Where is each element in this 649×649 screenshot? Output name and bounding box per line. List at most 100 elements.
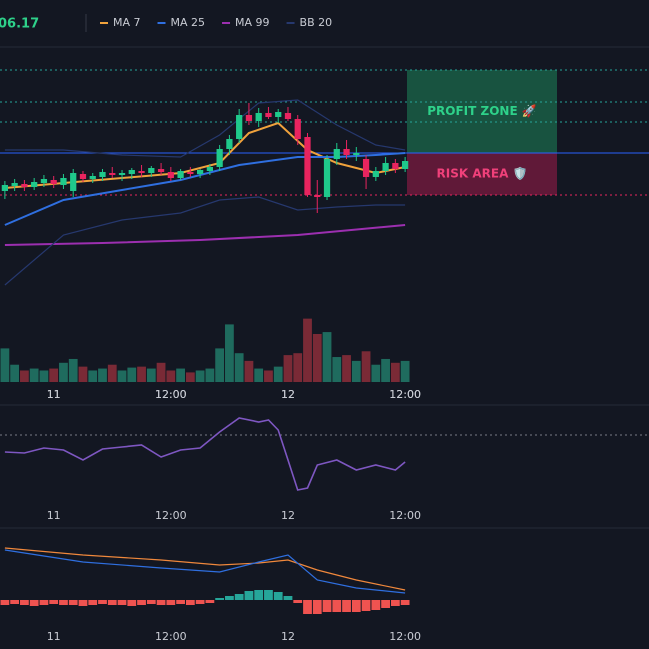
legend-label: BB 20 [300,16,333,29]
volume-bar [176,368,185,382]
candle-body [99,172,106,177]
candle-body [157,169,165,172]
legend-label: MA 99 [235,16,270,29]
ma-line [4,224,406,246]
histogram-bar [39,600,49,605]
x-tick-label: 12:00 [389,630,421,643]
histogram-bar [176,600,185,604]
histogram-bar [156,600,166,605]
histogram-bar [49,600,59,604]
volume-bar [283,355,293,382]
rsi-line [4,417,406,491]
histogram-bar [195,600,205,604]
candle-body [255,113,262,121]
volume-bar [156,362,166,382]
ma-line [4,152,406,226]
candle-body [196,170,204,174]
volume-bar [146,368,156,382]
histogram-bar [185,600,195,605]
candle-body [294,119,301,139]
candle-body [216,149,223,167]
candle-body [128,170,135,174]
histogram-bar [400,600,410,605]
candle-body [138,171,145,173]
volume-bar [303,318,312,382]
volume-bar [342,355,351,382]
volume-bar [10,364,20,382]
histogram-bar [312,600,322,614]
zone-label: RISK AREA 🛡️ [437,167,528,181]
candle-body [206,167,214,171]
volume-bar [332,357,342,382]
x-tick-label: 12:00 [155,388,187,401]
volume-bar [312,334,322,382]
volume-bar [137,366,146,382]
volume-bar [371,364,381,382]
histogram-bar [332,600,342,612]
volume-bar [20,370,29,382]
x-tick-label: 12 [281,388,295,401]
candle-body [21,184,28,187]
histogram-bar [322,600,332,612]
volume-bar [0,348,10,382]
candle-body [236,115,243,139]
volume-bar [381,358,390,382]
histogram-bar [146,600,156,604]
volume-bar [117,370,127,382]
candle-body [333,149,340,159]
candle-body [109,173,116,175]
zone [407,70,557,153]
candle-body [392,163,399,169]
candle-body [11,183,18,186]
histogram-bar [381,600,390,608]
zone-label: PROFIT ZONE 🚀 [427,104,537,118]
volume-bar [107,364,117,382]
candle-body [89,176,96,179]
volume-bar [225,324,234,382]
x-tick-label: 12:00 [155,630,187,643]
volume-bar [322,332,332,382]
candle-body [265,113,272,117]
volume-bar [205,368,215,382]
histogram-bar [351,600,361,612]
x-tick-label: 12:00 [389,388,421,401]
histogram-bar [68,600,78,605]
histogram-bar [361,600,371,611]
histogram-bar [342,600,351,612]
histogram-bar [78,600,88,606]
x-tick-label: 12 [281,388,295,401]
volume-bar [59,362,68,382]
histogram-bar [205,600,215,603]
candle-body [314,195,321,197]
histogram-bar [137,600,146,605]
histogram-bar [127,600,137,606]
volume-bar [361,351,371,382]
volume-bar [78,366,88,382]
candle-body [245,115,253,121]
volume-bar [98,368,107,382]
band-line [4,196,406,286]
histogram-bar [371,600,381,610]
volume-bar [351,360,361,382]
volume-bar [273,366,283,382]
macd-line [4,547,406,591]
candle-body [177,171,184,178]
candle-body [382,163,389,171]
x-tick-label: 11 [47,388,61,401]
candle-body [275,112,282,117]
legend-label: MA 7 [113,16,141,29]
volume-bar [49,368,59,382]
volume-bar [195,370,205,382]
histogram-bar [166,600,176,605]
histogram-bar [98,600,107,604]
volume-bar [88,370,98,382]
histogram-bar [59,600,68,605]
candle-body [323,159,331,197]
x-tick-label: 12:00 [389,509,421,522]
zone [407,153,557,195]
volume-bar [68,358,78,382]
x-tick-label: 11 [47,630,61,643]
histogram-bar [390,600,400,606]
histogram-bar [107,600,117,605]
histogram-bar [303,600,312,614]
